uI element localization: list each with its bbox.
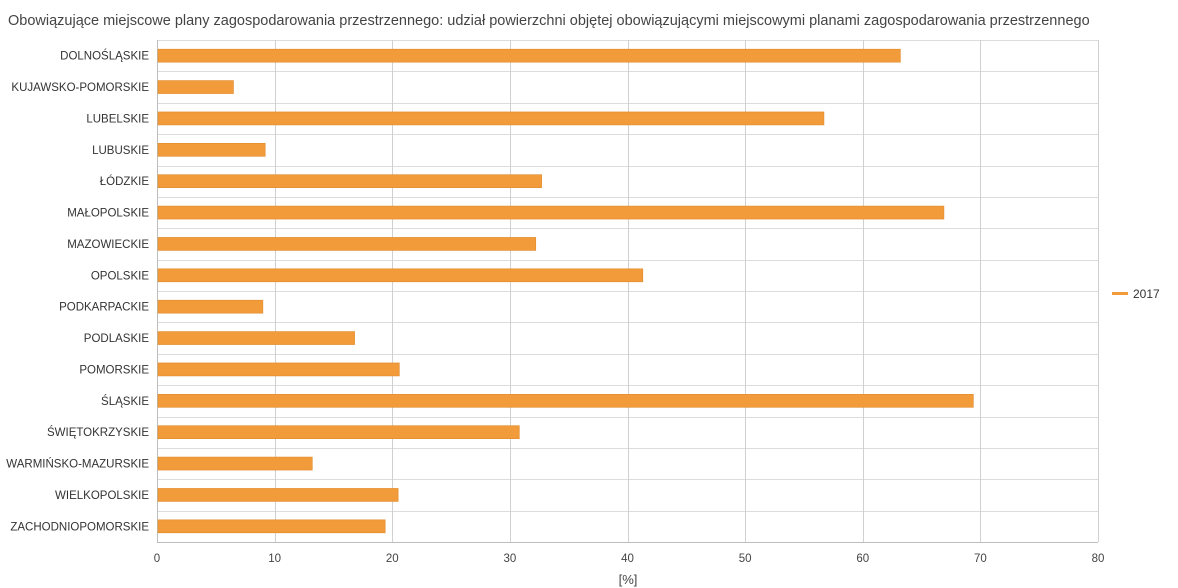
category-label: MAZOWIECKIE: [67, 239, 149, 251]
bar[interactable]: [157, 456, 313, 471]
category-label: PODKARPACKIE: [59, 302, 149, 314]
x-tick-label: 20: [386, 553, 399, 565]
category-label: WARMIŃSKO-MAZURSKIE: [6, 458, 149, 471]
category-label: ŚWIĘTOKRZYSKIE: [47, 426, 149, 439]
category-label: DOLNOŚLĄSKIE: [60, 50, 149, 63]
category-label: ZACHODNIOPOMORSKIE: [10, 521, 149, 533]
x-tick-label: 70: [974, 553, 987, 565]
category-label: KUJAWSKO-POMORSKIE: [11, 82, 149, 94]
bar[interactable]: [157, 268, 644, 283]
bar[interactable]: [157, 519, 386, 534]
bar[interactable]: [157, 425, 520, 439]
bar[interactable]: [157, 331, 355, 345]
bar[interactable]: [157, 143, 266, 157]
bar[interactable]: [157, 299, 264, 314]
x-tick-label: 40: [621, 553, 634, 565]
x-axis-title: [%]: [619, 572, 638, 587]
bars: [157, 48, 974, 534]
category-label: MAŁOPOLSKIE: [67, 208, 149, 220]
bar[interactable]: [157, 394, 974, 408]
x-axis-ticks: 0 10 20 30 40 50 60 70 80: [154, 553, 1105, 565]
category-label: POMORSKIE: [79, 364, 149, 376]
bar[interactable]: [157, 488, 399, 502]
legend: 2017: [1112, 287, 1160, 301]
bar[interactable]: [157, 174, 542, 188]
category-label: ŚLĄSKIE: [101, 395, 149, 408]
bar[interactable]: [157, 362, 400, 377]
bar[interactable]: [157, 48, 901, 63]
category-label: WIELKOPOLSKIE: [55, 490, 149, 502]
bar[interactable]: [157, 205, 945, 220]
legend-label: 2017: [1133, 287, 1160, 301]
x-tick-label: 30: [503, 553, 516, 565]
bar[interactable]: [157, 80, 234, 94]
category-labels: DOLNOŚLĄSKIE KUJAWSKO-POMORSKIE LUBELSKIE L…: [6, 50, 149, 534]
x-tick-label: 60: [856, 553, 869, 565]
x-tick-label: 10: [268, 553, 281, 565]
category-label: LUBUSKIE: [92, 145, 149, 157]
category-label: LUBELSKIE: [86, 113, 149, 125]
x-tick-label: 0: [154, 553, 160, 565]
x-tick-label: 80: [1092, 553, 1105, 565]
legend-swatch: [1112, 292, 1128, 295]
x-tick-label: 50: [739, 553, 752, 565]
category-label: ŁÓDZKIE: [100, 175, 150, 188]
category-label: OPOLSKIE: [91, 270, 149, 282]
bar[interactable]: [157, 237, 537, 251]
bar[interactable]: [157, 111, 825, 126]
category-label: PODLASKIE: [84, 333, 150, 345]
chart-title: Obowiązujące miejscowe plany zagospodaro…: [8, 13, 1090, 29]
